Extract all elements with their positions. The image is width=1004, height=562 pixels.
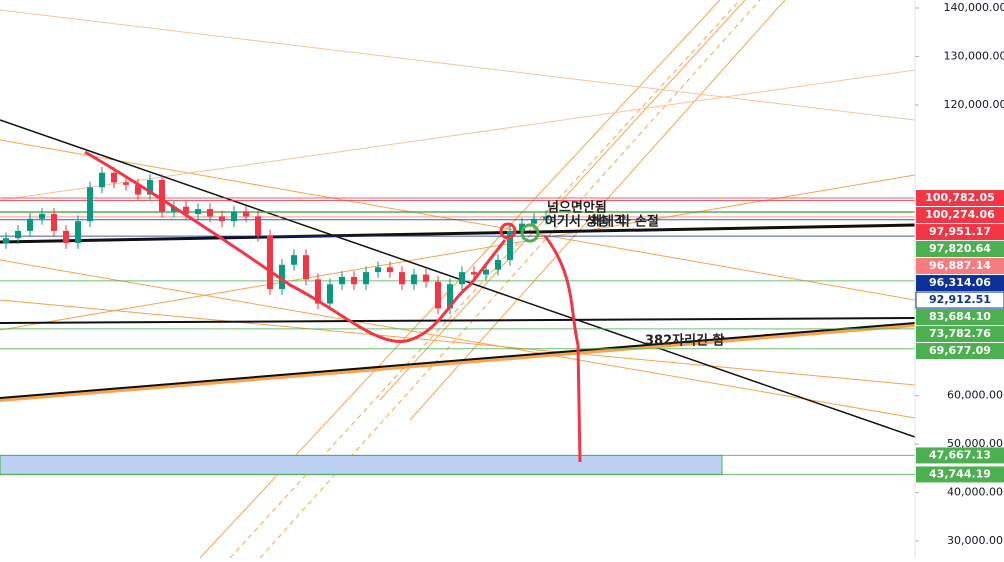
candle-body xyxy=(447,284,453,309)
candle-body xyxy=(171,206,177,212)
price-tag-label: 43,744.19 xyxy=(929,467,991,480)
candle-body xyxy=(399,272,405,285)
axis-labels: 140,000.00130,000.00120,000.0080,000.006… xyxy=(915,1,1004,547)
price-tag xyxy=(916,309,1004,326)
candle-body xyxy=(435,281,441,309)
price-tag xyxy=(916,207,1004,224)
candle-body xyxy=(267,235,273,290)
candle-body xyxy=(231,211,237,222)
price-tag xyxy=(916,326,1004,343)
price-tag-label: 97,820.64 xyxy=(929,242,991,255)
candle-body xyxy=(255,216,261,236)
y-tick-label: 140,000.00 xyxy=(944,1,1004,14)
y-tick-label: 130,000.00 xyxy=(944,49,1004,62)
candle-body xyxy=(543,216,549,219)
price-tag-label: 100,782.05 xyxy=(925,191,995,204)
candle-body xyxy=(483,269,489,275)
y-tick-label: 40,000.00 xyxy=(947,486,1003,499)
price-tag-label: 47,667.13 xyxy=(929,448,991,461)
price-tag-label: 73,782.76 xyxy=(929,327,991,340)
candle-body xyxy=(363,272,369,285)
price-tag-label: 92,912.51 xyxy=(929,293,991,306)
candle-body xyxy=(123,182,129,185)
annotation: 382자리긴 함 xyxy=(645,333,725,349)
candles xyxy=(3,166,549,315)
price-tag xyxy=(916,241,1004,258)
candle-body xyxy=(195,209,201,214)
candle-body xyxy=(183,206,189,214)
candle-body xyxy=(243,211,249,217)
candle-body xyxy=(351,276,357,285)
candle-body xyxy=(75,221,81,244)
price-lines xyxy=(0,197,915,475)
candle-body xyxy=(315,279,321,304)
candle-body xyxy=(111,172,117,183)
candle-body xyxy=(303,255,309,280)
price-tag xyxy=(916,275,1004,292)
price-tag-label: 97,951.17 xyxy=(929,225,991,238)
candle-body xyxy=(51,213,57,231)
y-tick-label: 60,000.00 xyxy=(947,389,1003,402)
price-tag xyxy=(916,447,1004,464)
candle-body xyxy=(279,264,285,290)
price-tag-label: 69,677.09 xyxy=(929,344,991,357)
annotation: 넘으면안됨 xyxy=(547,200,607,216)
annotation: 여기서 상승 각 xyxy=(545,214,626,230)
y-tick-label: 120,000.00 xyxy=(944,98,1004,111)
candle-body xyxy=(207,209,213,217)
drawings xyxy=(84,150,582,463)
price-tag-label: 83,684.10 xyxy=(929,310,991,323)
candle-body xyxy=(507,230,513,260)
price-tag xyxy=(916,258,1004,275)
candle-body xyxy=(471,272,477,275)
candle-body xyxy=(339,276,345,285)
candle-body xyxy=(99,172,105,188)
candle-body xyxy=(15,230,21,239)
y-tick-label: 50,000.00 xyxy=(947,437,1003,450)
candle-body xyxy=(327,284,333,304)
candle-body xyxy=(291,255,297,265)
price-tag-label: 100,274.06 xyxy=(925,208,995,221)
price-tag xyxy=(916,224,1004,241)
candle-body xyxy=(423,274,429,282)
candle-body xyxy=(27,218,33,231)
candle-body xyxy=(387,267,393,273)
candle-body xyxy=(375,267,381,273)
candle-body xyxy=(3,238,9,244)
candle-body xyxy=(519,223,525,231)
candle-body xyxy=(411,274,417,285)
annotation: 체대 다 손절 xyxy=(590,214,659,230)
trend-lines xyxy=(0,0,916,559)
price-tag-label: 96,887.14 xyxy=(929,259,991,272)
candle-body xyxy=(39,213,45,219)
candle-body xyxy=(159,180,165,212)
candle-body xyxy=(87,187,93,222)
candle-body xyxy=(459,272,465,285)
candle-body xyxy=(135,184,141,195)
price-tag-label: 96,314.06 xyxy=(929,276,991,289)
candle-body xyxy=(495,259,501,270)
candle-body xyxy=(531,218,537,224)
price-tag xyxy=(916,466,1004,483)
y-tick-label: 30,000.00 xyxy=(947,534,1003,547)
price-tag xyxy=(915,291,1004,309)
candle-body xyxy=(63,230,69,244)
price-tag xyxy=(916,190,1004,207)
candle-body xyxy=(219,216,225,222)
zone xyxy=(0,454,723,475)
price-tag xyxy=(916,343,1004,360)
price-tags: 100,782.05 100,274.06 97,951.17 97,820.64 96… xyxy=(915,190,1004,483)
candle-body xyxy=(147,180,153,195)
